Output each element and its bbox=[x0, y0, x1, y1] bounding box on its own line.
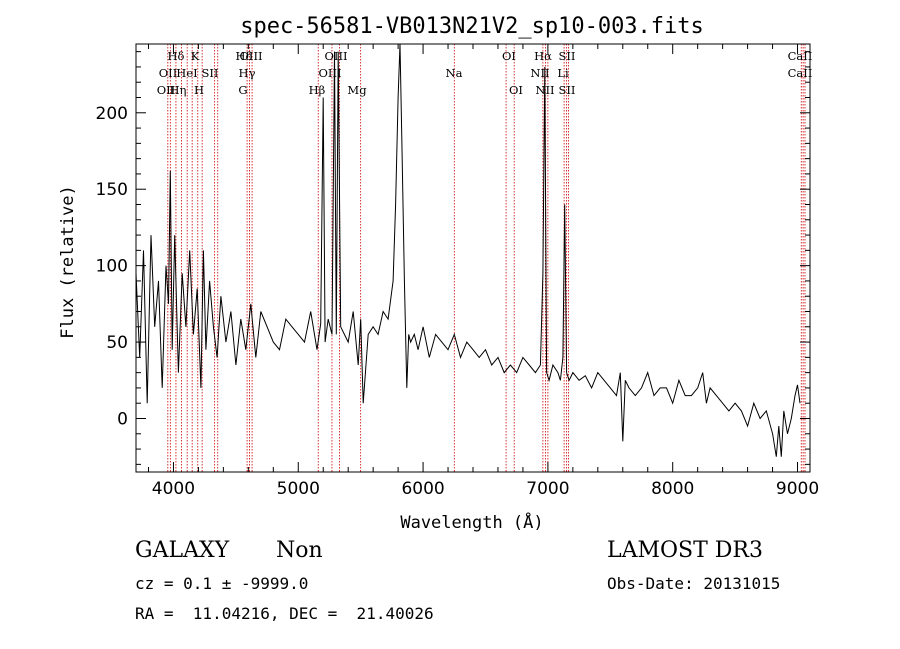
object-class: GALAXY bbox=[135, 538, 230, 563]
line-marker-label: SII bbox=[559, 49, 576, 63]
line-marker-label: OI bbox=[509, 83, 523, 97]
x-axis-label: Wavelength (Å) bbox=[400, 511, 543, 533]
line-marker-label: Hη bbox=[170, 83, 187, 97]
line-marker-label: Mg bbox=[347, 83, 367, 97]
line-marker-label: HeI bbox=[176, 66, 197, 80]
coordinates: RA = 11.04216, DEC = 21.40026 bbox=[135, 604, 434, 623]
line-marker-label: SII bbox=[202, 66, 219, 80]
object-subclass: Non bbox=[276, 538, 323, 563]
y-tick-label: 200 bbox=[96, 104, 128, 124]
line-marker-label: K bbox=[191, 49, 200, 63]
line-marker-label: Hδ bbox=[168, 49, 185, 63]
line-marker-label: Hβ bbox=[309, 83, 326, 97]
y-tick-label: 100 bbox=[96, 257, 128, 277]
y-tick-label: 150 bbox=[96, 180, 128, 200]
x-tick-label: 8000 bbox=[651, 479, 694, 499]
x-tick-label: 9000 bbox=[776, 479, 819, 499]
y-axis-label: Flux (relative) bbox=[58, 185, 78, 339]
line-marker-label: OIII bbox=[239, 49, 262, 63]
line-marker-label: Hγ bbox=[239, 66, 256, 80]
line-markers bbox=[167, 44, 806, 472]
line-marker-label: Li bbox=[557, 66, 569, 80]
line-marker-label: OIII bbox=[324, 49, 347, 63]
x-tick-label: 4000 bbox=[152, 479, 195, 499]
line-marker-label: OIII bbox=[318, 66, 341, 80]
y-axis-ticks: 0 50 100 150 200 bbox=[96, 51, 810, 465]
x-axis-ticks: 4000 5000 6000 7000 8000 9000 bbox=[147, 44, 819, 499]
redshift-value: cz = 0.1 ± -9999.0 bbox=[135, 574, 309, 593]
line-marker-label: SII bbox=[559, 83, 576, 97]
x-tick-label: 5000 bbox=[277, 479, 320, 499]
flux-series-line bbox=[135, 43, 801, 457]
line-marker-label: Hα bbox=[534, 49, 552, 63]
line-marker-label: OII bbox=[159, 66, 178, 80]
y-tick-label: 0 bbox=[117, 410, 128, 430]
x-tick-label: 7000 bbox=[526, 479, 569, 499]
obs-date: Obs-Date: 20131015 bbox=[607, 574, 781, 593]
line-marker-label: NII bbox=[530, 66, 549, 80]
line-marker-label: OII bbox=[157, 83, 176, 97]
line-marker-label: Hδ bbox=[236, 49, 253, 63]
line-marker-label: Na bbox=[446, 66, 463, 80]
line-marker-label: CaII bbox=[788, 49, 813, 63]
line-marker-label: H bbox=[194, 83, 204, 97]
survey-name: LAMOST DR3 bbox=[607, 538, 763, 563]
line-marker-label: CaII bbox=[788, 66, 813, 80]
line-marker-label: G bbox=[238, 83, 247, 97]
x-tick-label: 6000 bbox=[401, 479, 444, 499]
chart-title: spec-56581-VB013N21V2_sp10-003.fits bbox=[240, 14, 704, 39]
plot-frame bbox=[135, 43, 811, 473]
y-tick-label: 50 bbox=[106, 333, 128, 353]
line-marker-label: OI bbox=[502, 49, 516, 63]
